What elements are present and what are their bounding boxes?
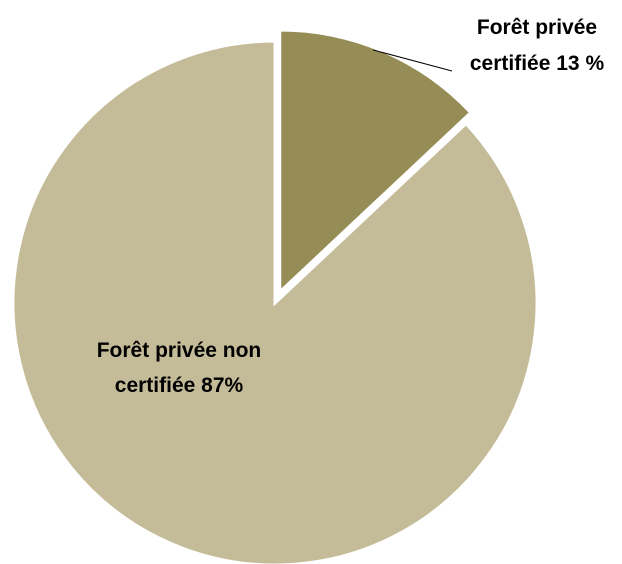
- slice-labels: Forêt privée certifiée 13 % Forêt privée…: [97, 16, 605, 397]
- slice-label-certified-line-1: Forêt privée: [477, 16, 597, 39]
- slice-label-certified-line-2: certifiée 13 %: [470, 52, 605, 75]
- pie-slice-non-certified: [11, 39, 539, 564]
- slice-label-non-certified-line-2: certifiée 87%: [115, 374, 244, 397]
- pie-slice-certified: [278, 28, 473, 296]
- leader-line-certified: [372, 49, 453, 72]
- slice-label-non-certified-line-1: Forêt privée non: [97, 339, 262, 362]
- pie-slices: [11, 28, 539, 564]
